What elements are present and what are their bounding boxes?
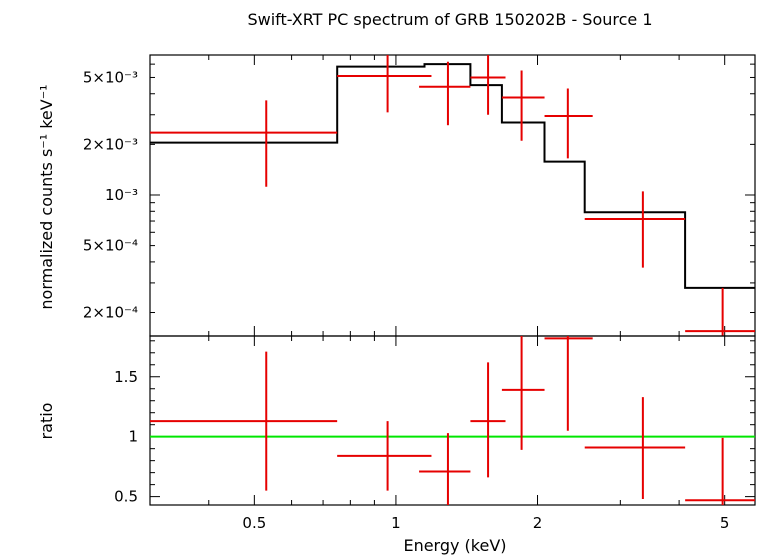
x-axis-label: Energy (keV) <box>403 536 506 555</box>
data-point <box>470 362 506 478</box>
data-point <box>685 437 755 505</box>
data-point <box>150 351 338 491</box>
chart-title: Swift-XRT PC spectrum of GRB 150202B - S… <box>247 10 652 29</box>
spectrum-frame <box>149 54 756 337</box>
data-point <box>584 397 686 500</box>
ratio-data <box>150 336 755 505</box>
y-tick-label: 1 <box>128 428 138 446</box>
data-point <box>544 336 593 431</box>
data-point <box>337 421 432 491</box>
data-point <box>150 100 338 187</box>
y-tick-label: 10⁻³ <box>105 186 138 204</box>
data-point <box>544 88 593 159</box>
y-tick-label: 5×10⁻³ <box>83 68 138 86</box>
ratio-panel: 0.5 1 1.5 0.5 1 2 5 <box>114 335 756 532</box>
spectrum-y-axis-label: normalized counts s⁻¹ keV⁻¹ <box>37 84 56 309</box>
data-point <box>584 191 686 268</box>
data-point <box>685 287 755 336</box>
y-tick-label: 2×10⁻⁴ <box>83 304 138 322</box>
x-tick-label: 2 <box>533 514 543 532</box>
x-tick-label: 0.5 <box>242 514 266 532</box>
ratio-y-axis-label: ratio <box>37 403 56 440</box>
y-tick-label: 0.5 <box>114 488 138 506</box>
y-tick-label: 1.5 <box>114 368 138 386</box>
data-point <box>337 55 432 113</box>
data-point <box>419 433 471 505</box>
model-step-line <box>150 63 755 289</box>
x-tick-label: 1 <box>391 514 401 532</box>
data-point <box>501 70 545 141</box>
y-tick-label: 5×10⁻⁴ <box>83 237 138 255</box>
spectrum-panel: 5×10⁻³ 2×10⁻³ 10⁻³ 5×10⁻⁴ 2×10⁻⁴ <box>83 54 756 337</box>
spectrum-data <box>150 55 755 336</box>
data-point <box>419 61 471 126</box>
y-tick-label: 2×10⁻³ <box>83 135 138 153</box>
data-point <box>501 336 545 450</box>
data-point <box>470 55 506 115</box>
x-tick-label: 5 <box>720 514 730 532</box>
